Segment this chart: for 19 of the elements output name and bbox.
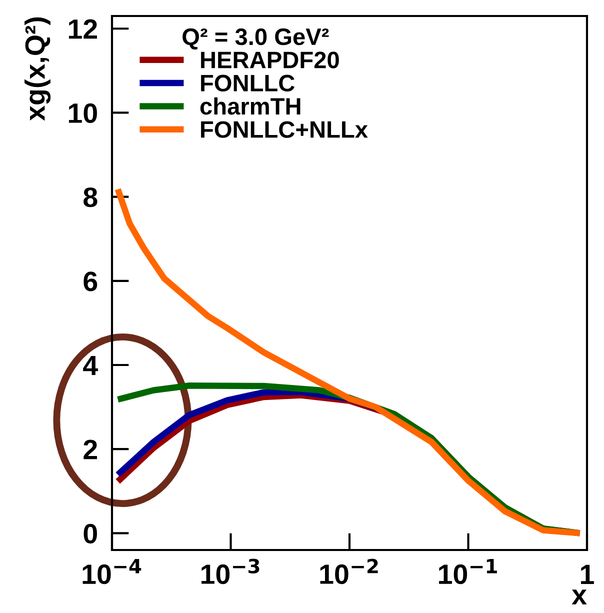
- x-tick-label: 10$^{−3}$: [202, 558, 260, 584]
- x-tick-label: 1: [581, 564, 594, 584]
- y-tick-label: 4: [83, 356, 98, 376]
- legend-label: FONLLC+NLLx: [201, 121, 368, 138]
- x-tick-label: 10$^{−2}$: [320, 558, 378, 584]
- x-tick-label: 10$^{−1}$: [439, 559, 497, 584]
- y-tick-label: 0: [84, 524, 97, 544]
- x-tick-label: 10$^{−4}$: [82, 559, 142, 584]
- legend-label: charmTH: [200, 97, 300, 115]
- legend-label: FONLLC: [201, 74, 295, 92]
- y-axis-title: xg(x,Q²): [24, 17, 51, 121]
- y-tick-label: 10: [68, 103, 97, 124]
- x-axis-title: x: [572, 590, 587, 604]
- y-tick-label: 12: [68, 19, 97, 39]
- legend-title: Q² = 3.0 GeV²: [182, 28, 329, 50]
- y-tick-label: 2: [84, 440, 97, 460]
- y-tick-label: 6: [84, 272, 98, 292]
- y-tick-label: 8: [84, 187, 98, 208]
- legend-label: HERAPDF20: [201, 52, 339, 68]
